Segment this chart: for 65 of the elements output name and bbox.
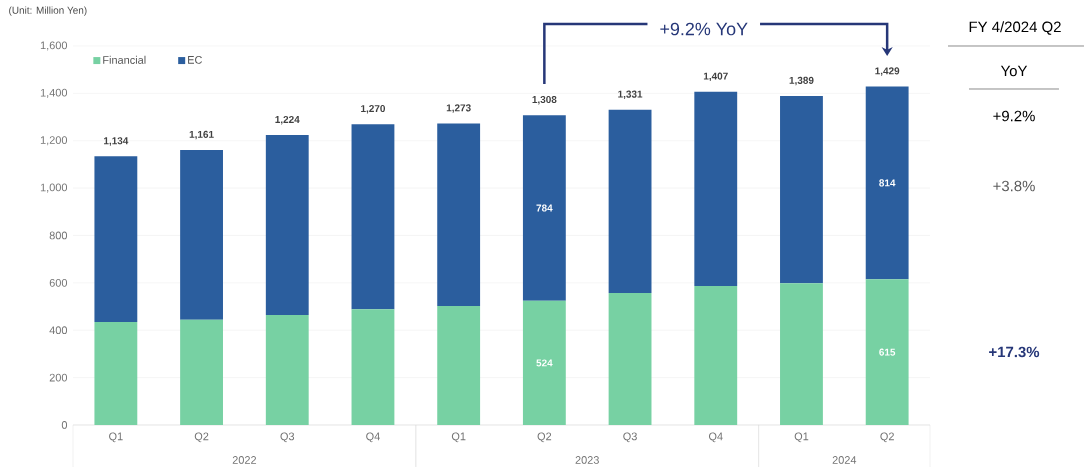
y-tick-label: 800 (49, 231, 68, 240)
total-label: 1,161 (189, 130, 214, 140)
y-tick-label: 1,600 (40, 41, 68, 51)
x-tick-label: Q3 (280, 432, 295, 443)
bar (351, 124, 395, 310)
bar (94, 321, 138, 425)
bar (180, 149, 223, 320)
y-tick-label: 1,000 (40, 183, 68, 193)
y-tick-label: 1,400 (40, 88, 68, 98)
x-tick-label: Q4 (366, 432, 380, 443)
bar (94, 156, 138, 322)
x-tick-label: Q4 (708, 432, 723, 443)
bar (608, 109, 652, 294)
data-label: 524 (536, 359, 553, 367)
total-label: 1,389 (789, 76, 814, 86)
x-tick-label: Q1 (451, 432, 466, 443)
x-tick-label: Q2 (537, 432, 552, 443)
bar (265, 135, 309, 316)
bar (522, 115, 566, 301)
text: YoY (1000, 65, 1028, 77)
total-label: 1,224 (275, 115, 300, 125)
data-label: 814 (879, 179, 896, 187)
text: 2022 (232, 456, 257, 464)
bar (865, 279, 909, 425)
x-tick-label: Q2 (194, 432, 209, 443)
x-tick-label: Q3 (623, 432, 637, 443)
total-label: 1,273 (446, 104, 471, 113)
text: 2024 (832, 456, 857, 464)
text: 2023 (575, 456, 599, 464)
text: +9.2% (993, 110, 1035, 122)
total-label: 1,134 (104, 137, 129, 146)
bar (437, 123, 481, 307)
bar (437, 306, 481, 425)
x-tick-label: Q2 (880, 432, 894, 443)
bar (780, 283, 823, 425)
bar (694, 285, 738, 425)
y-tick-label: 600 (49, 278, 68, 287)
data-label: 784 (536, 204, 553, 212)
data-label: 615 (879, 348, 896, 356)
bar (608, 293, 652, 425)
bar (265, 315, 309, 425)
bar (780, 95, 823, 284)
text: +17.3% (989, 346, 1040, 358)
y-tick-label: 200 (49, 373, 68, 382)
bar (865, 86, 909, 280)
bar (522, 300, 566, 425)
text: +9.2% YoY (660, 22, 748, 36)
bar (351, 309, 395, 425)
y-tick-label: 1,200 (40, 136, 68, 146)
text: FY 4/2024 Q2 (969, 21, 1061, 35)
total-label: 1,429 (875, 67, 900, 76)
x-tick-label: Q1 (794, 432, 809, 443)
legend-label: EC (188, 56, 202, 64)
total-label: 1,308 (532, 96, 557, 105)
bar (694, 91, 738, 286)
bar (180, 319, 223, 425)
y-tick-label: 400 (49, 326, 68, 335)
total-label: 1,270 (361, 105, 386, 114)
x-tick-label: Q1 (109, 432, 123, 443)
y-tick-label: 0 (61, 421, 68, 429)
legend-label: Financial (103, 55, 146, 64)
text: +3.8% (993, 180, 1035, 192)
total-label: 1,331 (618, 90, 643, 100)
text: (Unit: Million Yen) (9, 6, 87, 16)
total-label: 1,407 (703, 72, 728, 82)
